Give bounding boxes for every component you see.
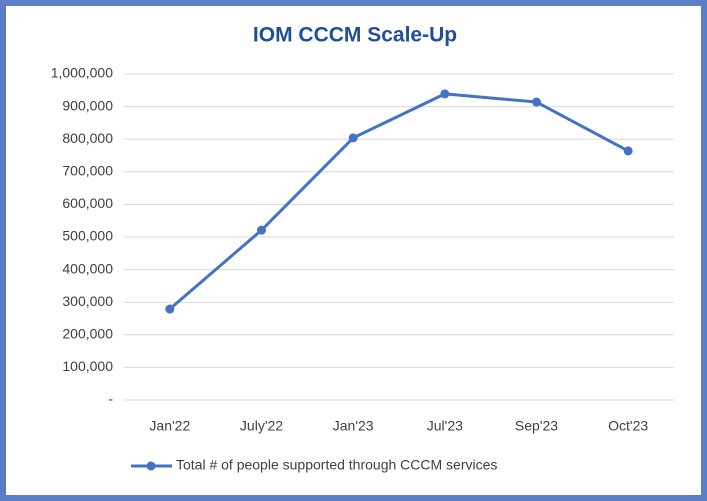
x-tick-label: July'22 — [240, 418, 283, 434]
data-point — [623, 146, 633, 156]
y-tick-label: 400,000 — [62, 260, 113, 276]
legend-marker — [146, 461, 156, 471]
y-tick-label: 300,000 — [62, 293, 113, 309]
x-tick-label: Jan'22 — [149, 418, 190, 434]
y-tick-label: 200,000 — [62, 326, 113, 342]
data-point — [348, 133, 358, 143]
chart-title: IOM CCCM Scale-Up — [253, 24, 457, 47]
x-tick-label: Oct'23 — [608, 418, 648, 434]
y-tick-label: 100,000 — [62, 358, 113, 374]
y-tick-label: 1,000,000 — [51, 65, 113, 81]
series-line — [168, 92, 629, 311]
legend-label: Total # of people supported through CCCM… — [176, 457, 497, 473]
y-tick-label: 800,000 — [62, 130, 113, 146]
y-tick-label: 600,000 — [62, 195, 113, 211]
x-tick-label: Jan'23 — [333, 418, 374, 434]
data-point — [532, 97, 541, 107]
data-point — [165, 304, 175, 314]
x-tick-label: Sep'23 — [515, 418, 558, 434]
y-tick-label: - — [108, 391, 113, 407]
data-point — [440, 89, 450, 99]
y-tick-label: 500,000 — [62, 228, 113, 244]
x-tick-label: Jul'23 — [427, 418, 463, 434]
y-tick-label: 900,000 — [62, 97, 113, 113]
data-point — [257, 225, 266, 235]
y-tick-label: 700,000 — [62, 163, 113, 179]
